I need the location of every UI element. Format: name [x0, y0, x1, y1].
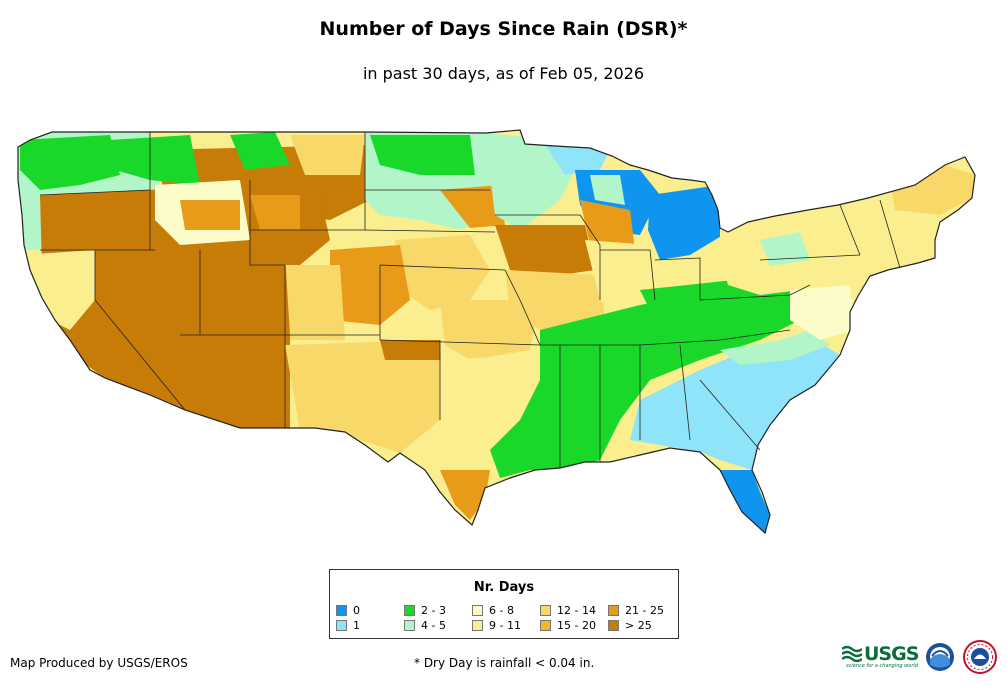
legend-swatch	[336, 620, 347, 631]
legend-label: 15 - 20	[557, 619, 596, 632]
usgs-tagline: science for a changing world	[846, 663, 918, 669]
usgs-waves-icon	[842, 645, 862, 663]
usgs-wordmark: USGS	[864, 643, 919, 665]
legend-swatch	[404, 620, 415, 631]
legend-swatch	[336, 605, 347, 616]
map-title: Number of Days Since Rain (DSR)*	[319, 18, 688, 40]
us-dsr-map	[17, 129, 976, 535]
map-subtitle: in past 30 days, as of Feb 05, 2026	[362, 64, 645, 83]
legend-swatch	[472, 620, 483, 631]
credit-text: Map Produced by USGS/EROS	[10, 656, 188, 670]
legend-label: 2 - 3	[421, 604, 446, 617]
legend-label: > 25	[625, 619, 652, 632]
legend-label: 0	[353, 604, 360, 617]
legend-label: 21 - 25	[625, 604, 664, 617]
noaa-logo-icon	[926, 643, 954, 671]
nws-logo-icon	[963, 640, 997, 674]
legend-label: 12 - 14	[557, 604, 596, 617]
legend: Nr. Days 0 1 2 - 3 4 - 5 6 - 8 9 - 11 12…	[329, 569, 679, 639]
footnote-text: * Dry Day is rainfall < 0.04 in.	[414, 656, 595, 670]
legend-label: 6 - 8	[489, 604, 514, 617]
legend-title: Nr. Days	[473, 580, 535, 595]
usgs-logo: USGS science for a changing world	[842, 643, 920, 671]
legend-label: 9 - 11	[489, 619, 521, 632]
legend-swatch	[608, 620, 619, 631]
legend-swatch	[472, 605, 483, 616]
legend-swatch	[540, 620, 551, 631]
legend-grid: 0 1 2 - 3 4 - 5 6 - 8 9 - 11 12 - 14 15 …	[336, 603, 676, 635]
legend-label: 1	[353, 619, 360, 632]
legend-label: 4 - 5	[421, 619, 446, 632]
legend-swatch	[404, 605, 415, 616]
legend-swatch	[608, 605, 619, 616]
legend-swatch	[540, 605, 551, 616]
